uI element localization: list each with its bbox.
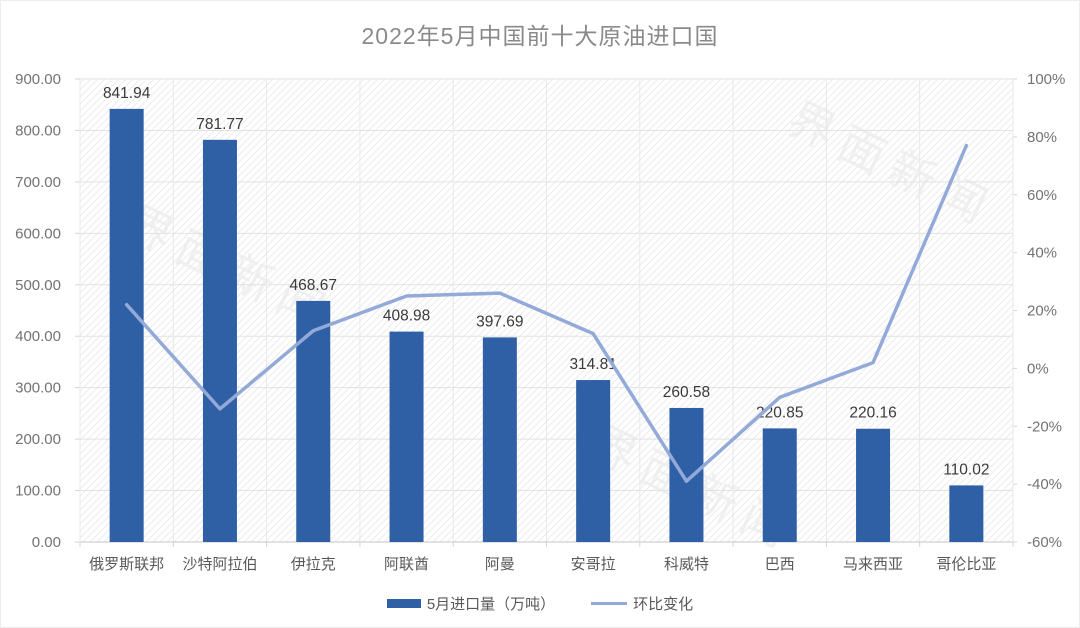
category-label: 安哥拉: [571, 556, 616, 573]
bar-value-label: 220.16: [849, 405, 896, 422]
left-axis-tick-label: 500.00: [15, 277, 61, 294]
bar: [762, 428, 797, 542]
bar: [949, 485, 984, 542]
legend-label-mom-change: 环比变化: [633, 596, 694, 613]
category-label: 伊拉克: [291, 556, 336, 573]
right-axis-tick-label: 20%: [1027, 303, 1057, 320]
category-label: 马来西亚: [843, 556, 903, 573]
right-axis-tick-label: 0%: [1027, 360, 1049, 377]
category-label: 科威特: [664, 556, 709, 573]
right-axis-tick-label: -20%: [1027, 418, 1062, 435]
left-axis-tick-label: 0.00: [32, 534, 61, 551]
right-axis-tick-label: 100%: [1027, 71, 1065, 88]
left-axis-tick-label: 700.00: [15, 174, 61, 191]
category-label: 俄罗斯联邦: [89, 556, 164, 573]
category-label: 阿曼: [485, 556, 515, 573]
bar-value-label: 314.81: [569, 356, 616, 373]
left-axis-tick-label: 400.00: [15, 328, 61, 345]
bar-value-label: 260.58: [663, 384, 710, 401]
chart-legend: 5月进口量（万吨） 环比变化: [1, 593, 1079, 614]
category-label: 巴西: [765, 556, 795, 573]
bar: [202, 139, 237, 543]
left-axis-tick-label: 100.00: [15, 483, 61, 500]
bar-value-label: 408.98: [383, 308, 430, 325]
bar: [856, 428, 891, 542]
bar-value-label: 397.69: [476, 313, 523, 330]
right-axis-tick-label: 80%: [1027, 129, 1057, 146]
left-axis-tick-label: 600.00: [15, 225, 61, 242]
bar: [669, 407, 704, 542]
left-axis-tick-label: 300.00: [15, 380, 61, 397]
right-axis-tick-label: -40%: [1027, 476, 1062, 493]
legend-label-import-volume: 5月进口量（万吨）: [426, 596, 556, 613]
left-axis-tick-label: 800.00: [15, 122, 61, 139]
category-label: 哥伦比亚: [936, 556, 996, 573]
line-legend-swatch: [591, 602, 628, 605]
bar-value-label: 781.77: [196, 116, 243, 133]
bar: [576, 380, 611, 542]
bar: [109, 108, 144, 542]
bar: [296, 300, 331, 542]
chart-title: 2022年5月中国前十大原油进口国: [361, 23, 719, 49]
bar-value-label: 110.02: [943, 461, 989, 478]
trend-line: [124, 143, 969, 483]
right-axis-tick-label: 60%: [1027, 187, 1057, 204]
bar-value-label: 468.67: [290, 277, 337, 294]
legend-item-mom-change: 环比变化: [591, 593, 693, 614]
bar-legend-swatch: [386, 599, 421, 608]
category-label: 阿联酋: [384, 555, 429, 573]
legend-item-import-volume: 5月进口量（万吨）: [386, 593, 556, 614]
category-label: 沙特阿拉伯: [182, 556, 257, 573]
right-axis-tick-label: -60%: [1027, 534, 1062, 551]
left-axis-tick-label: 200.00: [15, 431, 61, 448]
bar: [482, 337, 517, 542]
right-axis-tick-label: 40%: [1027, 245, 1057, 262]
bar: [389, 331, 424, 542]
bar-value-label: 841.94: [103, 85, 151, 102]
left-axis-tick-label: 900.00: [15, 71, 61, 88]
